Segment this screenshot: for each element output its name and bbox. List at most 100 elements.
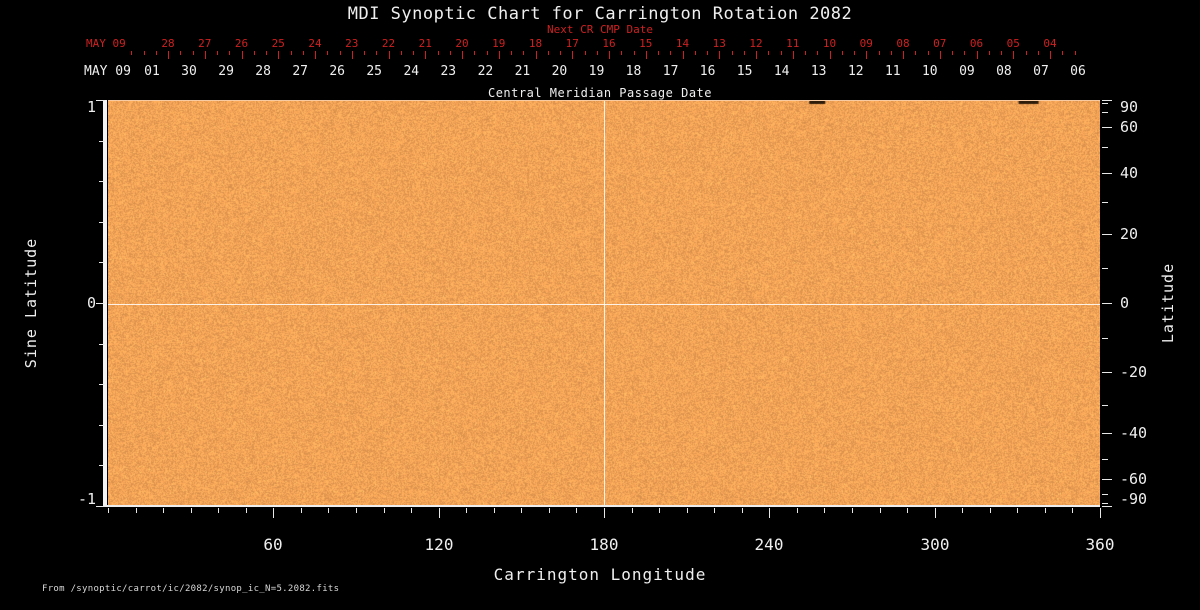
next-cr-date-tick-label: 13	[713, 37, 726, 50]
next-cr-tick-mark	[131, 51, 132, 55]
next-cr-tick-mark	[389, 51, 390, 59]
latitude-tick-mark	[1102, 100, 1112, 101]
cmp-date-tick-label: 27	[292, 64, 308, 79]
next-cr-tick-mark	[670, 51, 671, 55]
next-cr-tick-mark	[977, 51, 978, 59]
next-cr-date-tick-label: 27	[198, 37, 211, 50]
latitude-tick-label: 20	[1120, 225, 1138, 243]
longitude-tick-label: 120	[425, 536, 454, 554]
sine-latitude-minor-tick	[99, 141, 105, 142]
next-cr-tick-mark	[1075, 51, 1076, 55]
latitude-tick-label: -90	[1120, 490, 1147, 508]
next-cr-tick-mark	[242, 51, 243, 59]
sine-latitude-minor-tick	[99, 262, 105, 263]
longitude-tick-mark	[632, 508, 633, 513]
next-cr-tick-mark	[193, 51, 194, 55]
longitude-tick-mark	[714, 508, 715, 513]
longitude-tick-mark	[439, 508, 440, 518]
longitude-tick-mark	[990, 508, 991, 513]
next-cr-tick-mark	[168, 51, 169, 59]
next-cr-tick-mark	[989, 51, 990, 55]
next-cr-tick-mark	[1001, 51, 1002, 55]
next-cr-tick-mark	[413, 51, 414, 55]
next-cr-tick-mark	[425, 51, 426, 59]
latitude-tick-mark	[1102, 202, 1108, 203]
next-cr-tick-mark	[352, 51, 353, 59]
longitude-tick-label: 240	[755, 536, 784, 554]
next-cr-tick-mark	[707, 51, 708, 55]
next-cr-date-tick-label: 28	[161, 37, 174, 50]
cmp-date-tick-label: 13	[811, 64, 827, 79]
latitude-tick-mark	[1102, 506, 1112, 507]
longitude-tick-mark	[1045, 508, 1046, 513]
longitude-tick-mark	[108, 508, 109, 513]
carrington-longitude-axis-title: Carrington Longitude	[0, 565, 1200, 584]
longitude-tick-mark	[907, 508, 908, 513]
cmp-date-tick-label: 08	[996, 64, 1012, 79]
next-cr-tick-mark	[217, 51, 218, 55]
next-cr-date-tick-label: 10	[823, 37, 836, 50]
chart-title: MDI Synoptic Chart for Carrington Rotati…	[0, 4, 1200, 24]
next-cr-tick-mark	[719, 51, 720, 59]
next-cr-date-tick-label: 12	[749, 37, 762, 50]
next-cr-tick-mark	[683, 51, 684, 59]
cmp-date-tick-label: 06	[1070, 64, 1086, 79]
latitude-tick-mark	[1102, 433, 1112, 434]
next-cr-date-tick-label: 05	[1007, 37, 1020, 50]
next-cr-tick-mark	[621, 51, 622, 55]
next-cr-tick-mark	[401, 51, 402, 55]
longitude-tick-mark	[273, 508, 274, 518]
longitude-tick-mark	[769, 508, 770, 518]
longitude-tick-mark	[136, 508, 137, 513]
next-cr-tick-mark	[278, 51, 279, 59]
longitude-tick-mark	[411, 508, 412, 513]
next-cr-tick-mark	[560, 51, 561, 55]
latitude-axis-title: Latitude	[1159, 263, 1177, 343]
cmp-date-tick-label: 26	[329, 64, 345, 79]
longitude-tick-mark	[328, 508, 329, 513]
next-cr-date-tick-label: 08	[896, 37, 909, 50]
next-cr-tick-mark	[1013, 51, 1014, 59]
next-cr-tick-mark	[1050, 51, 1051, 59]
cmp-date-tick-label: 01	[144, 64, 160, 79]
longitude-tick-mark	[494, 508, 495, 513]
next-cr-date-tick-label: 09	[860, 37, 873, 50]
next-cr-tick-mark	[1038, 51, 1039, 55]
longitude-tick-mark	[659, 508, 660, 513]
source-file-caption: From /synoptic/carrot/ic/2082/synop_ic_N…	[42, 584, 339, 594]
cmp-date-tick-label: 23	[440, 64, 456, 79]
sine-latitude-major-tick	[96, 303, 105, 304]
next-cr-tick-mark	[266, 51, 267, 55]
next-cr-date-tick-label: 16	[602, 37, 615, 50]
longitude-tick-mark	[935, 508, 936, 518]
next-cr-tick-mark	[340, 51, 341, 55]
sine-latitude-tick-label: 1	[62, 98, 96, 116]
next-cr-date-tick-label: 14	[676, 37, 689, 50]
sine-latitude-major-tick	[96, 100, 105, 101]
longitude-tick-mark	[880, 508, 881, 513]
sine-latitude-tick-label: -1	[62, 490, 96, 508]
latitude-tick-mark	[1102, 173, 1112, 174]
latitude-tick-mark	[1102, 338, 1108, 339]
longitude-tick-mark	[1100, 508, 1101, 518]
cmp-date-tick-label: 20	[552, 64, 568, 79]
next-cr-tick-mark	[879, 51, 880, 55]
next-cr-date-tick-label: 22	[382, 37, 395, 50]
next-cr-cmp-date-axis-label: Next CR CMP Date	[0, 23, 1200, 36]
longitude-tick-label: 300	[921, 536, 950, 554]
next-cr-tick-mark	[928, 51, 929, 55]
longitude-tick-mark	[246, 508, 247, 513]
next-cr-tick-mark	[585, 51, 586, 55]
next-cr-tick-mark	[303, 51, 304, 55]
longitude-tick-mark	[604, 508, 605, 518]
next-cr-date-tick-label: 17	[566, 37, 579, 50]
next-cr-tick-mark	[756, 51, 757, 59]
next-cr-tick-mark	[523, 51, 524, 55]
cmp-date-tick-label: 25	[366, 64, 382, 79]
longitude-tick-label: 180	[590, 536, 619, 554]
cmp-date-tick-label: 24	[403, 64, 419, 79]
next-cr-tick-mark	[817, 51, 818, 55]
latitude-tick-mark	[1102, 303, 1112, 304]
next-cr-tick-mark	[291, 51, 292, 55]
latitude-tick-mark	[1102, 234, 1112, 235]
